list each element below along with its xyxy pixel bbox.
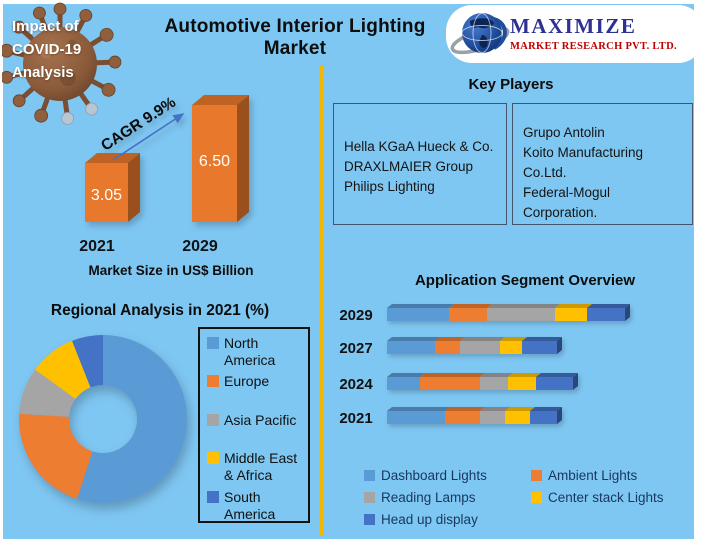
vertical-divider <box>320 66 323 535</box>
application-segment-title: Application Segment Overview <box>414 272 636 289</box>
application-stacked-bar-chart <box>387 304 630 424</box>
svg-text:3.05: 3.05 <box>91 187 122 204</box>
logo-subtitle: MARKET RESEARCH PVT. LTD. <box>510 41 677 52</box>
reading-lamps-swatch <box>364 492 375 503</box>
key-player: Co.Ltd. <box>523 165 567 180</box>
legend-label: Head up display <box>381 512 478 527</box>
key-player: Koito Manufacturing <box>523 145 644 160</box>
legend-item-dashboard-lights: Dashboard Lights <box>364 468 487 483</box>
logo-company-name: MAXIMIZE <box>510 14 637 38</box>
bar-chart-caption: Market Size in US$ Billion <box>88 263 254 278</box>
legend-item-head-up-display: Head up display <box>364 512 478 527</box>
legend-item-middle-east-africa: Middle East & Africa <box>207 450 305 484</box>
regional-donut-chart <box>19 335 187 503</box>
covid-line-2: COVID-19 <box>12 41 82 58</box>
key-player: DRAXLMAIER Group <box>344 159 474 174</box>
middle-east-africa-swatch <box>207 452 219 464</box>
asia-pacific-swatch <box>207 414 219 426</box>
dashboard-lights-swatch <box>364 470 375 481</box>
legend-label: Europe <box>224 373 270 389</box>
stack-category-2027: 2027 <box>339 340 373 357</box>
north-america-swatch <box>207 337 219 349</box>
legend-item-europe: Europe <box>207 373 305 390</box>
south-america-swatch <box>207 491 219 503</box>
legend-label: Dashboard Lights <box>381 468 487 483</box>
stack-category-2021: 2021 <box>339 410 373 427</box>
covid-virus-icon <box>2 2 122 125</box>
europe-swatch <box>207 375 219 387</box>
key-players-box-2: Grupo Antolin Koito Manufacturing Co.Ltd… <box>512 103 693 225</box>
covid-line-3: Analysis <box>12 64 74 81</box>
head-up-display-swatch <box>364 514 375 525</box>
legend-item-reading-lamps: Reading Lamps <box>364 490 476 505</box>
key-player: Federal-Mogul <box>523 185 611 200</box>
globe-icon <box>450 13 510 55</box>
key-player: Philips Lighting <box>344 179 435 194</box>
legend-item-ambient-lights: Ambient Lights <box>531 468 637 483</box>
virus-body <box>23 27 97 101</box>
key-player: Hella KGaA Hueck & Co. <box>344 139 494 154</box>
regional-legend-box: North America Europe Asia Pacific Middle… <box>198 327 310 523</box>
legend-label: Middle East & Africa <box>224 450 298 483</box>
legend-label: South America <box>224 489 276 522</box>
key-player: Corporation. <box>523 205 598 220</box>
page-title: Automotive Interior Lighting Market <box>164 16 426 59</box>
legend-label: Center stack Lights <box>548 490 664 505</box>
regional-analysis-title: Regional Analysis in 2021 (%) <box>50 302 270 319</box>
key-players-title: Key Players <box>468 76 554 93</box>
center-stack-lights-swatch <box>531 492 542 503</box>
legend-item-asia-pacific: Asia Pacific <box>207 412 305 429</box>
legend-label: North America <box>224 335 276 368</box>
bar-category-2021: 2021 <box>79 238 115 255</box>
key-players-box-1: Hella KGaA Hueck & Co. DRAXLMAIER Group … <box>333 103 507 225</box>
covid-line-1: Impact of <box>12 18 79 35</box>
stack-category-2029: 2029 <box>339 307 373 324</box>
legend-label: Reading Lamps <box>381 490 476 505</box>
key-player: Grupo Antolin <box>523 125 605 140</box>
svg-text:6.50: 6.50 <box>199 153 230 170</box>
legend-label: Asia Pacific <box>224 412 297 428</box>
legend-label: Ambient Lights <box>548 468 638 483</box>
legend-item-center-stack-lights: Center stack Lights <box>531 490 664 505</box>
legend-item-south-america: South America <box>207 489 305 523</box>
covid-impact-label: Impact of COVID-19 Analysis <box>12 15 122 84</box>
company-logo: MAXIMIZE MARKET RESEARCH PVT. LTD. <box>446 5 704 63</box>
stack-category-2024: 2024 <box>339 376 373 393</box>
bar-category-2029: 2029 <box>182 238 218 255</box>
legend-item-north-america: North America <box>207 335 305 369</box>
ambient-lights-swatch <box>531 470 542 481</box>
